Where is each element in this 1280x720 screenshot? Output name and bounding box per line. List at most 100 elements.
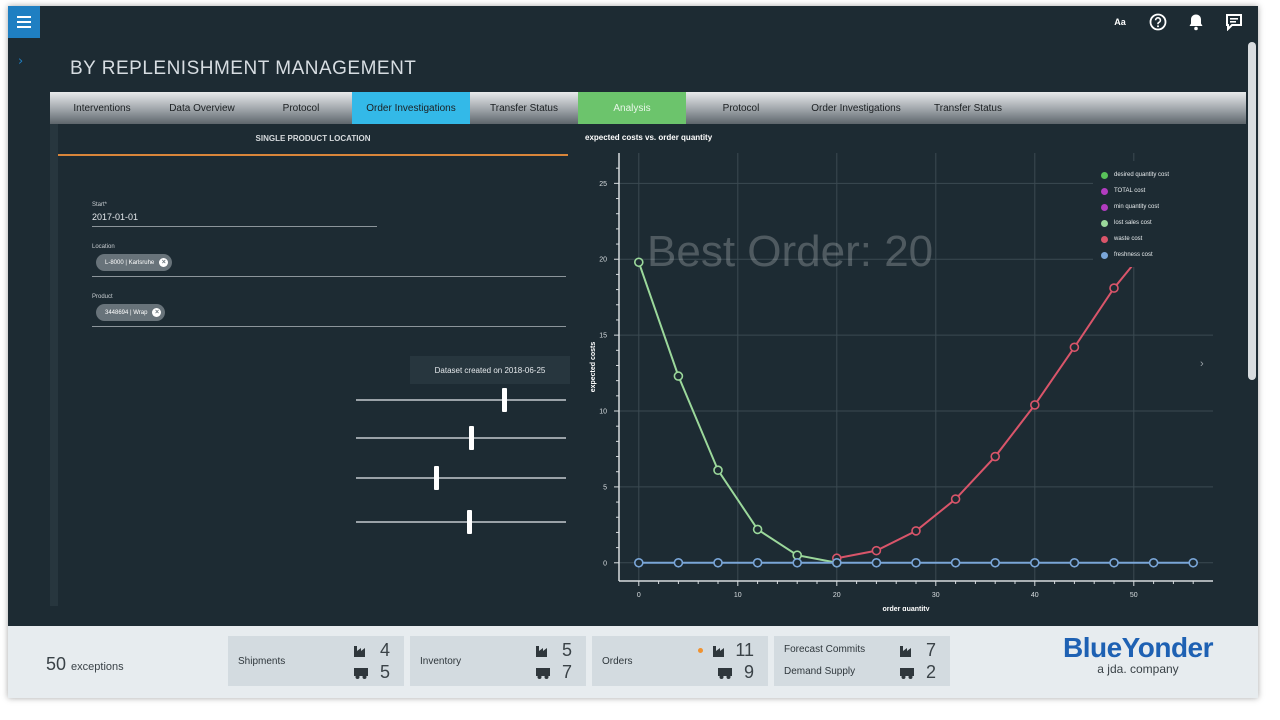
orders-card[interactable]: Orders 11 9 <box>592 636 768 686</box>
exceptions-count: 50 <box>46 654 67 674</box>
chat-icon[interactable] <box>1224 12 1244 32</box>
app-window: › Aa BY REPLENISHMENT MANAGEMENT Interve… <box>8 6 1258 698</box>
legend-item[interactable]: waste cost <box>1101 231 1209 247</box>
tab-data-overview[interactable]: Data Overview <box>169 102 235 114</box>
menu-icon <box>17 16 31 18</box>
inventory-card[interactable]: Inventory 5 7 <box>410 636 586 686</box>
product-field-underline <box>92 326 566 327</box>
parameter-slider-2[interactable] <box>356 426 566 450</box>
tab-transfer-status-2[interactable]: Transfer Status <box>934 102 1002 114</box>
product-chip-label: 3448694 | Wrap <box>105 309 148 316</box>
series-line <box>637 261 837 564</box>
tab-interventions[interactable]: Interventions <box>73 102 131 114</box>
font-size-icon[interactable]: Aa <box>1114 17 1126 27</box>
product-location-panel: SINGLE PRODUCT LOCATION Start* 2017-01-0… <box>50 124 570 606</box>
chevron-right-icon[interactable]: › <box>1200 358 1204 370</box>
product-label: Product <box>92 294 113 300</box>
brand-name: BlueYonder <box>1062 632 1214 663</box>
y-tick-label: 0 <box>603 560 607 567</box>
data-point <box>1109 283 1119 293</box>
legend-item[interactable]: TOTAL cost <box>1101 183 1209 199</box>
location-chip-label: L-8000 | Karlsruhe <box>105 259 155 266</box>
inventory-label: Inventory <box>420 656 462 667</box>
truck-icon <box>536 667 550 679</box>
series-line <box>836 238 1155 560</box>
location-chip[interactable]: L-8000 | Karlsruhe × <box>96 254 173 271</box>
y-axis-label: expected costs <box>590 342 597 393</box>
status-footer: 50 exceptions Shipments 4 5 Inventory 5 … <box>8 626 1258 698</box>
demand-supply-count: 2 <box>925 662 936 682</box>
help-icon[interactable] <box>1148 12 1168 32</box>
data-point <box>752 557 763 568</box>
remove-product-icon[interactable]: × <box>152 308 162 317</box>
cost-chart: 0 10 20 30 40 50 0 5 10 15 20 25 order quantity expec… <box>583 131 1223 611</box>
parameter-slider-1[interactable] <box>356 388 566 412</box>
legend-item[interactable]: lost sales cost <box>1101 215 1209 231</box>
start-date-field[interactable]: 2017-01-01 <box>92 212 139 222</box>
sidebar-expand-chevron-icon[interactable]: › <box>18 54 24 69</box>
parameter-slider-4[interactable] <box>356 510 566 534</box>
shipments-card[interactable]: Shipments 4 5 <box>228 636 404 686</box>
exceptions-label: exceptions <box>71 661 124 673</box>
product-chip[interactable]: 3448694 | Wrap × <box>96 304 166 321</box>
legend-item[interactable]: desired quantity cost <box>1101 167 1209 183</box>
slider-thumb[interactable] <box>468 426 474 450</box>
tab-transfer-status[interactable]: Transfer Status <box>490 102 558 114</box>
top-toolbar: Aa <box>1110 12 1244 32</box>
tab-analysis[interactable]: Analysis <box>578 92 686 124</box>
legend-item[interactable]: min quantity cost <box>1101 199 1209 215</box>
start-label: Start* <box>92 202 108 208</box>
slider-thumb[interactable] <box>466 510 472 534</box>
data-point <box>871 545 882 556</box>
tab-order-investigations[interactable]: Order Investigations <box>352 92 470 124</box>
x-tick-label: 50 <box>1130 592 1138 599</box>
truck-icon <box>354 667 368 679</box>
x-tick-label: 10 <box>734 592 742 599</box>
section-divider <box>58 154 568 156</box>
forecast-demand-card[interactable]: Forecast Commits Demand Supply 7 2 <box>774 636 950 686</box>
section-title: SINGLE PRODUCT LOCATION <box>255 134 371 143</box>
y-tick-label: 10 <box>599 409 607 416</box>
data-point <box>990 557 1001 568</box>
data-point <box>1029 557 1040 568</box>
tab-protocol[interactable]: Protocol <box>282 102 320 114</box>
shipments-bottom-count: 5 <box>379 662 390 682</box>
x-axis-label: order quantity <box>882 606 929 611</box>
y-tick-label: 25 <box>599 181 607 188</box>
chart-title: expected costs vs. order quantity <box>585 133 713 142</box>
left-sidebar <box>8 38 40 626</box>
x-tick-label: 30 <box>932 592 940 599</box>
tab-protocol-2[interactable]: Protocol <box>722 102 760 114</box>
exceptions-summary[interactable]: 50 exceptions <box>46 654 124 675</box>
truck-icon <box>718 667 732 679</box>
scrollbar-thumb[interactable] <box>1248 42 1256 380</box>
data-point <box>713 557 723 568</box>
slider-thumb[interactable] <box>501 388 507 412</box>
data-point <box>911 557 921 568</box>
data-point <box>950 557 961 568</box>
y-tick-label: 20 <box>599 257 607 264</box>
shipments-label: Shipments <box>238 656 286 667</box>
legend-item[interactable]: freshness cost <box>1101 247 1209 263</box>
data-point <box>1029 400 1040 410</box>
slider-thumb[interactable] <box>433 466 439 490</box>
parameter-slider-3[interactable] <box>356 466 566 490</box>
orders-bottom-count: 9 <box>743 662 754 682</box>
data-point <box>713 465 723 476</box>
demand-supply-label: Demand Supply <box>784 666 856 677</box>
data-point <box>990 451 1001 462</box>
data-point <box>1069 557 1080 568</box>
tab-order-investigations-2[interactable]: Order Investigations <box>811 102 901 114</box>
legend-dot-icon <box>1101 219 1108 227</box>
tab-bar: Interventions Data Overview Protocol Ord… <box>50 92 1258 124</box>
remove-location-icon[interactable]: × <box>159 258 169 267</box>
dataset-created-note: Dataset created on 2018-06-25 <box>410 356 570 384</box>
bell-icon[interactable] <box>1186 12 1206 32</box>
page-title: BY REPLENISHMENT MANAGEMENT <box>70 58 417 79</box>
hamburger-menu-button[interactable] <box>8 6 40 38</box>
forecast-commits-label: Forecast Commits <box>784 644 866 655</box>
data-point <box>911 526 921 536</box>
legend-dot-icon <box>1101 203 1108 211</box>
legend-label: TOTAL cost <box>1114 188 1146 194</box>
data-point <box>871 557 882 568</box>
